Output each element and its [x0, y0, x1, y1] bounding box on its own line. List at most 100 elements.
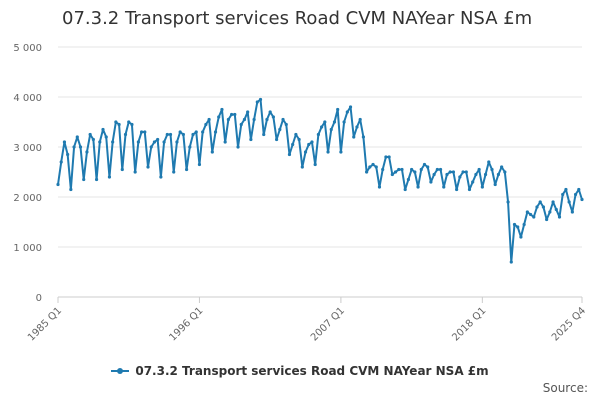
data-point[interactable] [94, 177, 99, 182]
data-point[interactable] [435, 167, 439, 172]
legend[interactable]: 07.3.2 Transport services Road CVM NAYea… [0, 364, 600, 379]
data-point[interactable] [75, 135, 79, 139]
data-point[interactable] [551, 200, 555, 204]
data-point[interactable] [567, 200, 571, 204]
data-point[interactable] [249, 137, 253, 142]
data-point[interactable] [162, 140, 166, 144]
data-point[interactable] [275, 137, 279, 142]
data-point[interactable] [123, 132, 128, 137]
data-point[interactable] [159, 175, 163, 179]
data-point[interactable] [236, 145, 240, 149]
data-point[interactable] [69, 187, 73, 192]
data-point[interactable] [403, 187, 407, 192]
data-point[interactable] [133, 170, 137, 174]
data-point[interactable] [197, 162, 202, 167]
data-point[interactable] [471, 180, 475, 184]
data-point[interactable] [59, 160, 63, 164]
data-point[interactable] [156, 137, 160, 142]
data-point[interactable] [490, 167, 494, 172]
data-point[interactable] [114, 120, 118, 124]
data-point[interactable] [432, 172, 436, 177]
data-point[interactable] [336, 107, 340, 112]
data-point[interactable] [368, 165, 372, 169]
data-point[interactable] [287, 152, 292, 157]
data-point[interactable] [91, 137, 95, 142]
data-point[interactable] [82, 177, 86, 182]
data-point[interactable] [519, 235, 523, 239]
data-point[interactable] [426, 165, 430, 169]
data-point[interactable] [393, 170, 398, 174]
data-point[interactable] [516, 225, 520, 229]
data-point[interactable] [178, 130, 182, 134]
data-point[interactable] [483, 172, 488, 177]
data-point[interactable] [127, 120, 131, 124]
data-point[interactable] [181, 132, 185, 137]
data-point[interactable] [538, 200, 542, 204]
data-point[interactable] [313, 162, 317, 167]
data-point[interactable] [265, 117, 269, 122]
data-point[interactable] [101, 127, 105, 132]
data-point[interactable] [509, 260, 513, 264]
data-point[interactable] [104, 135, 108, 139]
data-point[interactable] [474, 172, 478, 177]
data-point[interactable] [577, 187, 581, 192]
data-point[interactable] [342, 120, 346, 124]
data-point[interactable] [213, 130, 218, 134]
data-point[interactable] [194, 130, 198, 134]
data-point[interactable] [535, 205, 539, 209]
data-point[interactable] [522, 222, 526, 227]
data-point[interactable] [339, 150, 343, 154]
data-point[interactable] [442, 185, 446, 189]
data-point[interactable] [165, 132, 169, 137]
data-point[interactable] [561, 192, 565, 197]
data-point[interactable] [464, 170, 468, 174]
data-point[interactable] [320, 125, 324, 129]
data-point[interactable] [226, 117, 230, 122]
data-point[interactable] [422, 162, 427, 167]
data-point[interactable] [570, 210, 574, 214]
data-point[interactable] [387, 155, 391, 159]
data-point[interactable] [445, 172, 449, 177]
data-point[interactable] [152, 140, 157, 144]
data-point[interactable] [210, 150, 214, 154]
data-point[interactable] [397, 167, 401, 172]
data-point[interactable] [246, 110, 250, 114]
data-point[interactable] [400, 167, 404, 172]
data-point[interactable] [107, 175, 112, 179]
data-point[interactable] [172, 170, 176, 174]
data-point[interactable] [580, 197, 584, 202]
data-point[interactable] [281, 117, 285, 122]
data-point[interactable] [149, 145, 153, 149]
data-point[interactable] [294, 132, 298, 137]
data-point[interactable] [201, 130, 205, 134]
data-point[interactable] [329, 127, 333, 132]
data-point[interactable] [548, 210, 552, 214]
data-point[interactable] [496, 172, 501, 177]
data-point[interactable] [139, 130, 144, 134]
data-point[interactable] [207, 117, 211, 122]
data-point[interactable] [458, 175, 462, 179]
data-point[interactable] [175, 140, 179, 144]
data-point[interactable] [307, 142, 311, 147]
data-point[interactable] [242, 117, 247, 122]
data-point[interactable] [217, 115, 221, 119]
data-point[interactable] [493, 182, 497, 187]
data-point[interactable] [98, 140, 102, 144]
data-point[interactable] [419, 167, 423, 172]
data-point[interactable] [374, 165, 378, 169]
data-point[interactable] [85, 150, 89, 154]
data-point[interactable] [239, 122, 243, 127]
data-point[interactable] [554, 207, 558, 212]
data-point[interactable] [316, 132, 320, 137]
data-point[interactable] [480, 185, 484, 189]
data-point[interactable] [268, 110, 272, 114]
data-point[interactable] [348, 105, 353, 109]
data-point[interactable] [303, 150, 308, 154]
data-point[interactable] [229, 112, 234, 117]
data-point[interactable] [358, 117, 362, 122]
data-point[interactable] [117, 122, 121, 127]
data-point[interactable] [252, 117, 256, 122]
data-point[interactable] [365, 170, 369, 174]
data-point[interactable] [184, 167, 189, 172]
data-point[interactable] [377, 185, 382, 189]
